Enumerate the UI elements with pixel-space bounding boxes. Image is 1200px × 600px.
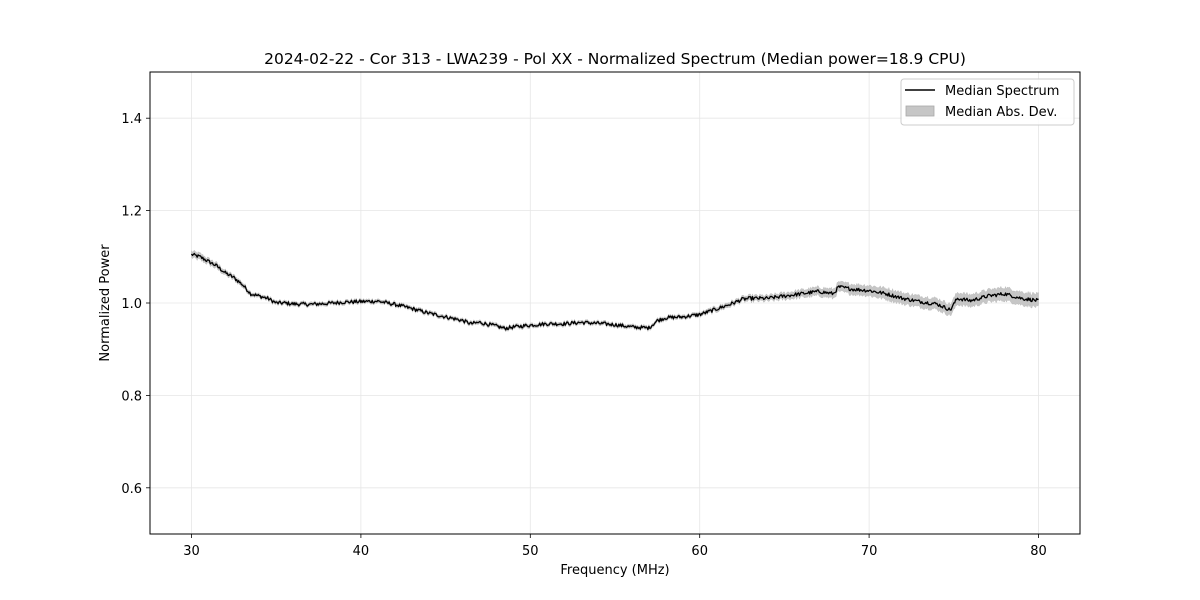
y-tick-label: 1.4 xyxy=(121,112,142,127)
y-tick-label: 0.8 xyxy=(121,389,142,404)
legend-band-swatch xyxy=(905,105,935,117)
legend-box xyxy=(900,78,1075,126)
y-axis-ticks: 0.6 0.8 1.0 1.2 1.4 xyxy=(121,112,150,497)
y-tick-label: 1.2 xyxy=(121,205,142,220)
x-axis-label: Frequency (MHz) xyxy=(560,563,669,578)
x-tick-label: 70 xyxy=(861,544,878,559)
legend-label-median-spectrum: Median Spectrum xyxy=(945,84,1059,99)
x-axis-ticks: 30 40 50 60 70 80 xyxy=(183,534,1047,559)
x-tick-label: 40 xyxy=(353,544,370,559)
x-tick-label: 60 xyxy=(691,544,708,559)
y-tick-label: 1.0 xyxy=(121,297,142,312)
y-tick-label: 0.6 xyxy=(121,482,142,497)
legend: Median Spectrum Median Abs. Dev. xyxy=(900,78,1075,126)
x-tick-label: 80 xyxy=(1030,544,1047,559)
legend-label-median-abs-dev: Median Abs. Dev. xyxy=(945,105,1057,120)
y-axis-label: Normalized Power xyxy=(98,244,113,362)
x-tick-label: 50 xyxy=(522,544,539,559)
median-spectrum-line xyxy=(190,252,1039,331)
x-tick-label: 30 xyxy=(183,544,200,559)
median-line-layer xyxy=(190,252,1039,331)
chart-title: 2024-02-22 - Cor 313 - LWA239 - Pol XX -… xyxy=(264,50,966,68)
